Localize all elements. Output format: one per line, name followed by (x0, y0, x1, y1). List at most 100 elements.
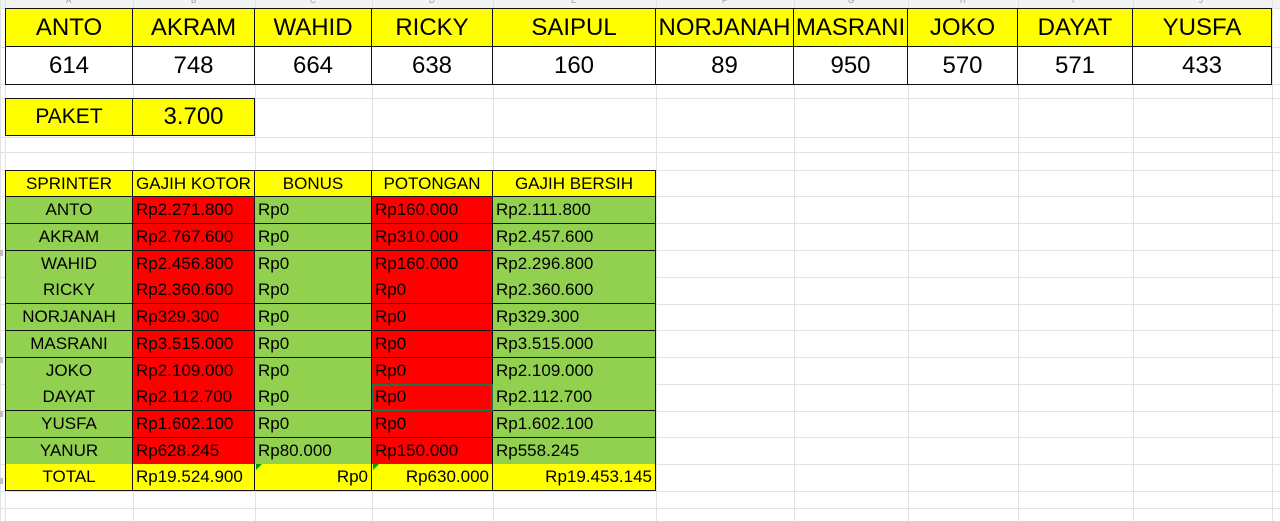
sprinter-name-cell[interactable]: RICKY (5, 277, 133, 304)
total-bonus[interactable]: Rp0 (255, 464, 372, 491)
paket-value[interactable]: 3.700 (133, 98, 255, 136)
paket-label[interactable]: PAKET (5, 98, 133, 136)
total-net[interactable]: Rp19.453.145 (493, 464, 656, 491)
summary-name-cell[interactable]: JOKO (908, 8, 1018, 47)
summary-count-cell[interactable]: 570 (908, 47, 1018, 85)
total-label[interactable]: TOTAL (5, 464, 133, 491)
row-gutter-mark (0, 250, 3, 256)
sprinter-name-cell[interactable]: YANUR (5, 438, 133, 465)
column-letter[interactable]: J (1199, 0, 1203, 5)
net-pay-cell[interactable]: Rp2.457.600 (493, 224, 656, 251)
bonus-cell[interactable]: Rp0 (255, 197, 372, 224)
deduction-cell[interactable]: Rp160.000 (372, 197, 493, 224)
sprinter-name-cell[interactable]: YUSFA (5, 411, 133, 438)
row-gutter-mark (0, 478, 3, 484)
column-letter[interactable]: G (848, 0, 855, 5)
net-pay-cell[interactable]: Rp2.112.700 (493, 384, 656, 411)
table-header-cell[interactable]: POTONGAN (372, 170, 493, 197)
deduction-cell[interactable]: Rp150.000 (372, 438, 493, 465)
summary-count-cell[interactable]: 571 (1018, 47, 1133, 85)
summary-count-cell[interactable]: 89 (656, 47, 794, 85)
summary-count-cell[interactable]: 433 (1133, 47, 1272, 85)
summary-name-cell[interactable]: NORJANAH (656, 8, 794, 47)
summary-name-cell[interactable]: MASRANI (794, 8, 908, 47)
summary-count-cell[interactable]: 950 (794, 47, 908, 85)
summary-count-cell[interactable]: 664 (255, 47, 372, 85)
grid-row-line (0, 98, 1280, 99)
sprinter-name-cell[interactable]: JOKO (5, 358, 133, 385)
total-gross[interactable]: Rp19.524.900 (133, 464, 255, 491)
sprinter-name-cell[interactable]: DAYAT (5, 384, 133, 411)
net-pay-cell[interactable]: Rp2.109.000 (493, 358, 656, 385)
net-pay-cell[interactable]: Rp3.515.000 (493, 331, 656, 358)
net-pay-cell[interactable]: Rp558.245 (493, 438, 656, 465)
sprinter-name-cell[interactable]: ANTO (5, 197, 133, 224)
column-letter[interactable]: C (310, 0, 316, 5)
bonus-cell[interactable]: Rp0 (255, 224, 372, 251)
deduction-cell[interactable]: Rp0 (372, 304, 493, 331)
gross-pay-cell[interactable]: Rp2.360.600 (133, 277, 255, 304)
summary-name-cell[interactable]: AKRAM (133, 8, 255, 47)
bonus-cell[interactable]: Rp0 (255, 331, 372, 358)
sprinter-name-cell[interactable]: WAHID (5, 251, 133, 278)
summary-name-cell[interactable]: DAYAT (1018, 8, 1133, 47)
deduction-cell[interactable]: Rp160.000 (372, 251, 493, 278)
gross-pay-cell[interactable]: Rp3.515.000 (133, 331, 255, 358)
table-header-cell[interactable]: GAJIH KOTOR (133, 170, 255, 197)
bonus-cell[interactable]: Rp0 (255, 411, 372, 438)
bonus-cell[interactable]: Rp0 (255, 384, 372, 411)
net-pay-cell[interactable]: Rp1.602.100 (493, 411, 656, 438)
column-letter[interactable]: E (571, 0, 577, 5)
row-gutter-mark (0, 357, 3, 363)
bonus-cell[interactable]: Rp0 (255, 304, 372, 331)
bonus-cell[interactable]: Rp80.000 (255, 438, 372, 465)
deduction-cell[interactable]: Rp0 (372, 384, 493, 411)
net-pay-cell[interactable]: Rp2.360.600 (493, 277, 656, 304)
summary-name-cell[interactable]: ANTO (5, 8, 133, 47)
summary-count-cell[interactable]: 748 (133, 47, 255, 85)
gross-pay-cell[interactable]: Rp1.602.100 (133, 411, 255, 438)
grid-column-line (1018, 0, 1019, 521)
deduction-cell[interactable]: Rp0 (372, 411, 493, 438)
bonus-cell[interactable]: Rp0 (255, 358, 372, 385)
net-pay-cell[interactable]: Rp2.111.800 (493, 197, 656, 224)
gross-pay-cell[interactable]: Rp2.767.600 (133, 224, 255, 251)
deduction-cell[interactable]: Rp0 (372, 277, 493, 304)
bonus-cell[interactable]: Rp0 (255, 251, 372, 278)
summary-count-cell[interactable]: 160 (493, 47, 656, 85)
column-letter[interactable]: B (191, 0, 197, 5)
gross-pay-cell[interactable]: Rp628.245 (133, 438, 255, 465)
summary-name-cell[interactable]: SAIPUL (493, 8, 656, 47)
summary-count-cell[interactable]: 614 (5, 47, 133, 85)
summary-name-cell[interactable]: WAHID (255, 8, 372, 47)
summary-count-cell[interactable]: 638 (372, 47, 493, 85)
deduction-cell[interactable]: Rp310.000 (372, 224, 493, 251)
column-letter[interactable]: D (429, 0, 435, 5)
gross-pay-cell[interactable]: Rp2.112.700 (133, 384, 255, 411)
gross-pay-cell[interactable]: Rp329.300 (133, 304, 255, 331)
sprinter-name-cell[interactable]: NORJANAH (5, 304, 133, 331)
net-pay-cell[interactable]: Rp2.296.800 (493, 251, 656, 278)
bonus-cell[interactable]: Rp0 (255, 277, 372, 304)
column-letter[interactable]: H (960, 0, 966, 5)
column-letter[interactable]: F (722, 0, 727, 5)
deduction-cell[interactable]: Rp0 (372, 331, 493, 358)
summary-name-cell[interactable]: YUSFA (1133, 8, 1272, 47)
table-header-cell[interactable]: BONUS (255, 170, 372, 197)
gross-pay-cell[interactable]: Rp2.271.800 (133, 197, 255, 224)
column-letter[interactable]: A (66, 0, 72, 5)
total-deduction[interactable]: Rp630.000 (372, 464, 493, 491)
table-header-cell[interactable]: GAJIH BERSIH (493, 170, 656, 197)
net-pay-cell[interactable]: Rp329.300 (493, 304, 656, 331)
column-letter[interactable]: I (1072, 0, 1075, 5)
sprinter-name-cell[interactable]: AKRAM (5, 224, 133, 251)
gross-pay-cell[interactable]: Rp2.456.800 (133, 251, 255, 278)
gross-pay-cell[interactable]: Rp2.109.000 (133, 358, 255, 385)
table-header-cell[interactable]: SPRINTER (5, 170, 133, 197)
grid-column-line (656, 0, 657, 521)
grid-column-line (1272, 0, 1273, 521)
sprinter-name-cell[interactable]: MASRANI (5, 331, 133, 358)
summary-name-cell[interactable]: RICKY (372, 8, 493, 47)
deduction-cell[interactable]: Rp0 (372, 358, 493, 385)
